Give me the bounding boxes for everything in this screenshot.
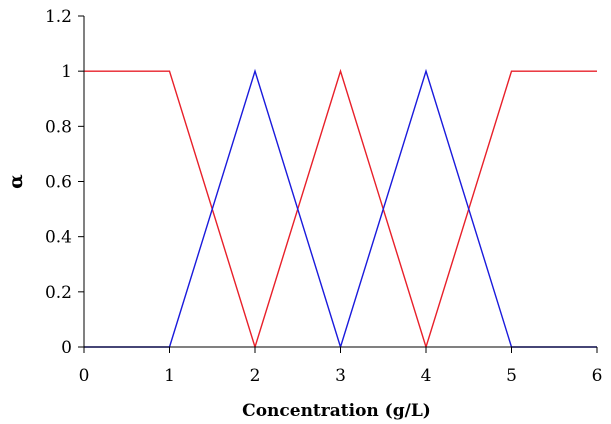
y-tick-label: 0 bbox=[61, 338, 72, 358]
y-axis-title: α bbox=[5, 174, 27, 189]
y-tick-label: 1 bbox=[61, 62, 72, 82]
axes-layer bbox=[83, 16, 597, 348]
y-tick-label: 0.6 bbox=[45, 173, 72, 193]
x-tick-label: 1 bbox=[164, 366, 175, 386]
series-line-2 bbox=[84, 68, 597, 350]
series-line-1 bbox=[84, 68, 597, 350]
y-tick-label: 0.8 bbox=[45, 117, 72, 137]
y-tick-label: 0.4 bbox=[45, 228, 72, 248]
x-tick-label: 3 bbox=[335, 366, 346, 386]
x-tick-label: 4 bbox=[421, 366, 432, 386]
x-tick-label: 5 bbox=[506, 366, 517, 386]
x-tick-label: 6 bbox=[592, 366, 603, 386]
x-tick-label: 0 bbox=[79, 366, 90, 386]
y-tick-label: 0.2 bbox=[45, 283, 72, 303]
x-tick-label: 2 bbox=[250, 366, 261, 386]
y-tick-label: 1.2 bbox=[45, 7, 72, 27]
series-layer bbox=[84, 68, 597, 350]
x-axis-title: Concentration (g/L) bbox=[242, 401, 431, 421]
ticks-layer: 0 0.2 0.4 0.6 0.8 1 1.2 0 1 2 3 4 5 6 bbox=[45, 7, 602, 386]
